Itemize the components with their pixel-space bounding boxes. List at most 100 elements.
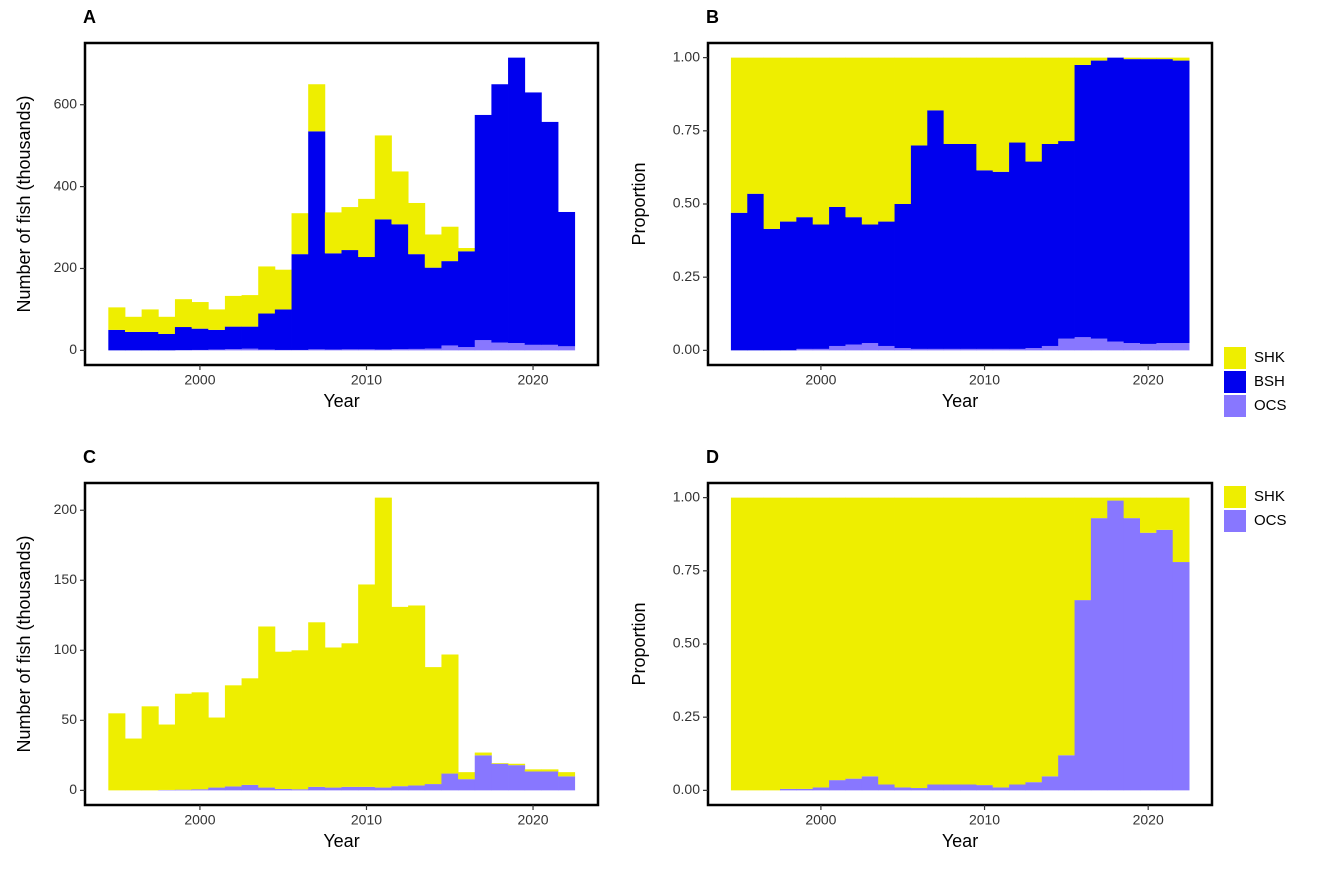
bar-segment	[474, 755, 492, 791]
bar-segment	[1074, 497, 1092, 601]
x-axis-title: Year	[942, 831, 978, 851]
bar-segment	[976, 497, 994, 786]
bar-segment	[1172, 60, 1190, 344]
bar-segment	[992, 57, 1010, 172]
bar-segment	[441, 226, 459, 262]
bar-segment	[424, 348, 442, 351]
bar-segment	[1090, 497, 1108, 519]
bar-segment	[1123, 343, 1141, 351]
y-tick-label: 0.75	[673, 562, 700, 578]
bar-segment	[108, 713, 126, 791]
bar-segment	[458, 251, 476, 348]
bar-segment	[291, 213, 309, 255]
bar-segment	[474, 114, 492, 341]
bar-segment	[458, 347, 476, 351]
bar-segment	[910, 57, 928, 146]
bar-segment	[274, 651, 292, 789]
bar-segment	[1090, 338, 1108, 351]
bar-segment	[408, 348, 426, 351]
bar-segment	[558, 211, 576, 347]
y-tick-label: 1.00	[673, 48, 700, 64]
x-tick-label: 2000	[805, 372, 836, 388]
bar-segment	[927, 57, 945, 111]
bar-segment	[845, 344, 863, 351]
bar-segment	[1009, 348, 1026, 351]
bar-segment	[845, 57, 863, 218]
bar-segment	[747, 57, 765, 194]
bar-segment	[829, 780, 846, 791]
bar-segment	[796, 57, 814, 218]
bar-segment	[324, 212, 342, 254]
bar-segment	[174, 693, 192, 790]
x-tick-label: 2010	[351, 812, 382, 828]
bar-segment	[174, 327, 192, 351]
bar-segment	[191, 328, 209, 350]
bar-segment	[1123, 497, 1141, 519]
bar-segment	[408, 202, 426, 255]
bar-segment	[508, 763, 526, 766]
x-tick-label: 2000	[184, 812, 215, 828]
bar-segment	[1009, 784, 1026, 791]
bar-segment	[1107, 500, 1125, 791]
bar-segment	[524, 771, 542, 791]
bar-segment	[1058, 755, 1075, 791]
y-tick-label: 0.25	[673, 708, 700, 724]
legend-label: SHK	[1254, 488, 1285, 505]
bar-segment	[976, 785, 994, 791]
bar-segment	[960, 348, 977, 351]
x-tick-label: 2000	[805, 812, 836, 828]
y-tick-label: 200	[54, 501, 78, 517]
panel-label: B	[706, 7, 719, 27]
bar-segment	[424, 667, 442, 785]
bar-segment	[861, 497, 879, 777]
bar-segment	[224, 349, 242, 351]
x-tick-label: 2020	[1133, 812, 1164, 828]
bar-segment	[1123, 518, 1141, 791]
legend-swatch	[1224, 510, 1246, 532]
bar-segment	[141, 331, 159, 351]
bar-segment	[541, 771, 559, 791]
bar-segment	[191, 789, 209, 791]
bar-segment	[241, 348, 259, 351]
bar-segment	[747, 497, 765, 791]
bar-segment	[943, 497, 961, 785]
y-tick-label: 0.00	[673, 341, 700, 357]
bar-segment	[441, 654, 459, 774]
bar-segment	[158, 316, 176, 334]
bar-segment	[1058, 338, 1075, 351]
panel-label: D	[706, 447, 719, 467]
bar-segment	[910, 348, 928, 351]
bar-segment	[341, 786, 359, 791]
bar-segment	[1107, 341, 1125, 351]
legend-swatch	[1224, 371, 1246, 393]
bar-segment	[1140, 497, 1157, 533]
bar-segment	[927, 110, 945, 349]
bar-segment	[976, 57, 994, 171]
x-tick-label: 2020	[517, 372, 548, 388]
bar-segment	[208, 717, 226, 788]
bar-segment	[241, 784, 259, 791]
bar-segment	[861, 57, 879, 225]
bar-segment	[241, 678, 259, 785]
y-tick-label: 0.25	[673, 268, 700, 284]
bar-segment	[861, 343, 879, 351]
bar-segment	[894, 57, 912, 204]
bar-segment	[1058, 57, 1075, 142]
bar-segment	[274, 309, 292, 350]
y-tick-label: 200	[54, 259, 78, 275]
bar-segment	[976, 170, 994, 349]
bar-segment	[976, 348, 994, 351]
bar-segment	[358, 349, 376, 351]
bar-segment	[108, 329, 126, 351]
bar-segment	[308, 786, 326, 791]
bar-segment	[124, 738, 143, 791]
bar-segment	[308, 131, 326, 350]
bar-segment	[1009, 57, 1026, 143]
bar-segment	[258, 626, 276, 788]
bar-segment	[796, 788, 814, 791]
bar-segment	[927, 784, 945, 791]
y-tick-label: 0.50	[673, 635, 700, 651]
bar-segment	[158, 724, 176, 790]
bar-segment	[1025, 348, 1043, 351]
bar-segment	[1172, 57, 1190, 61]
